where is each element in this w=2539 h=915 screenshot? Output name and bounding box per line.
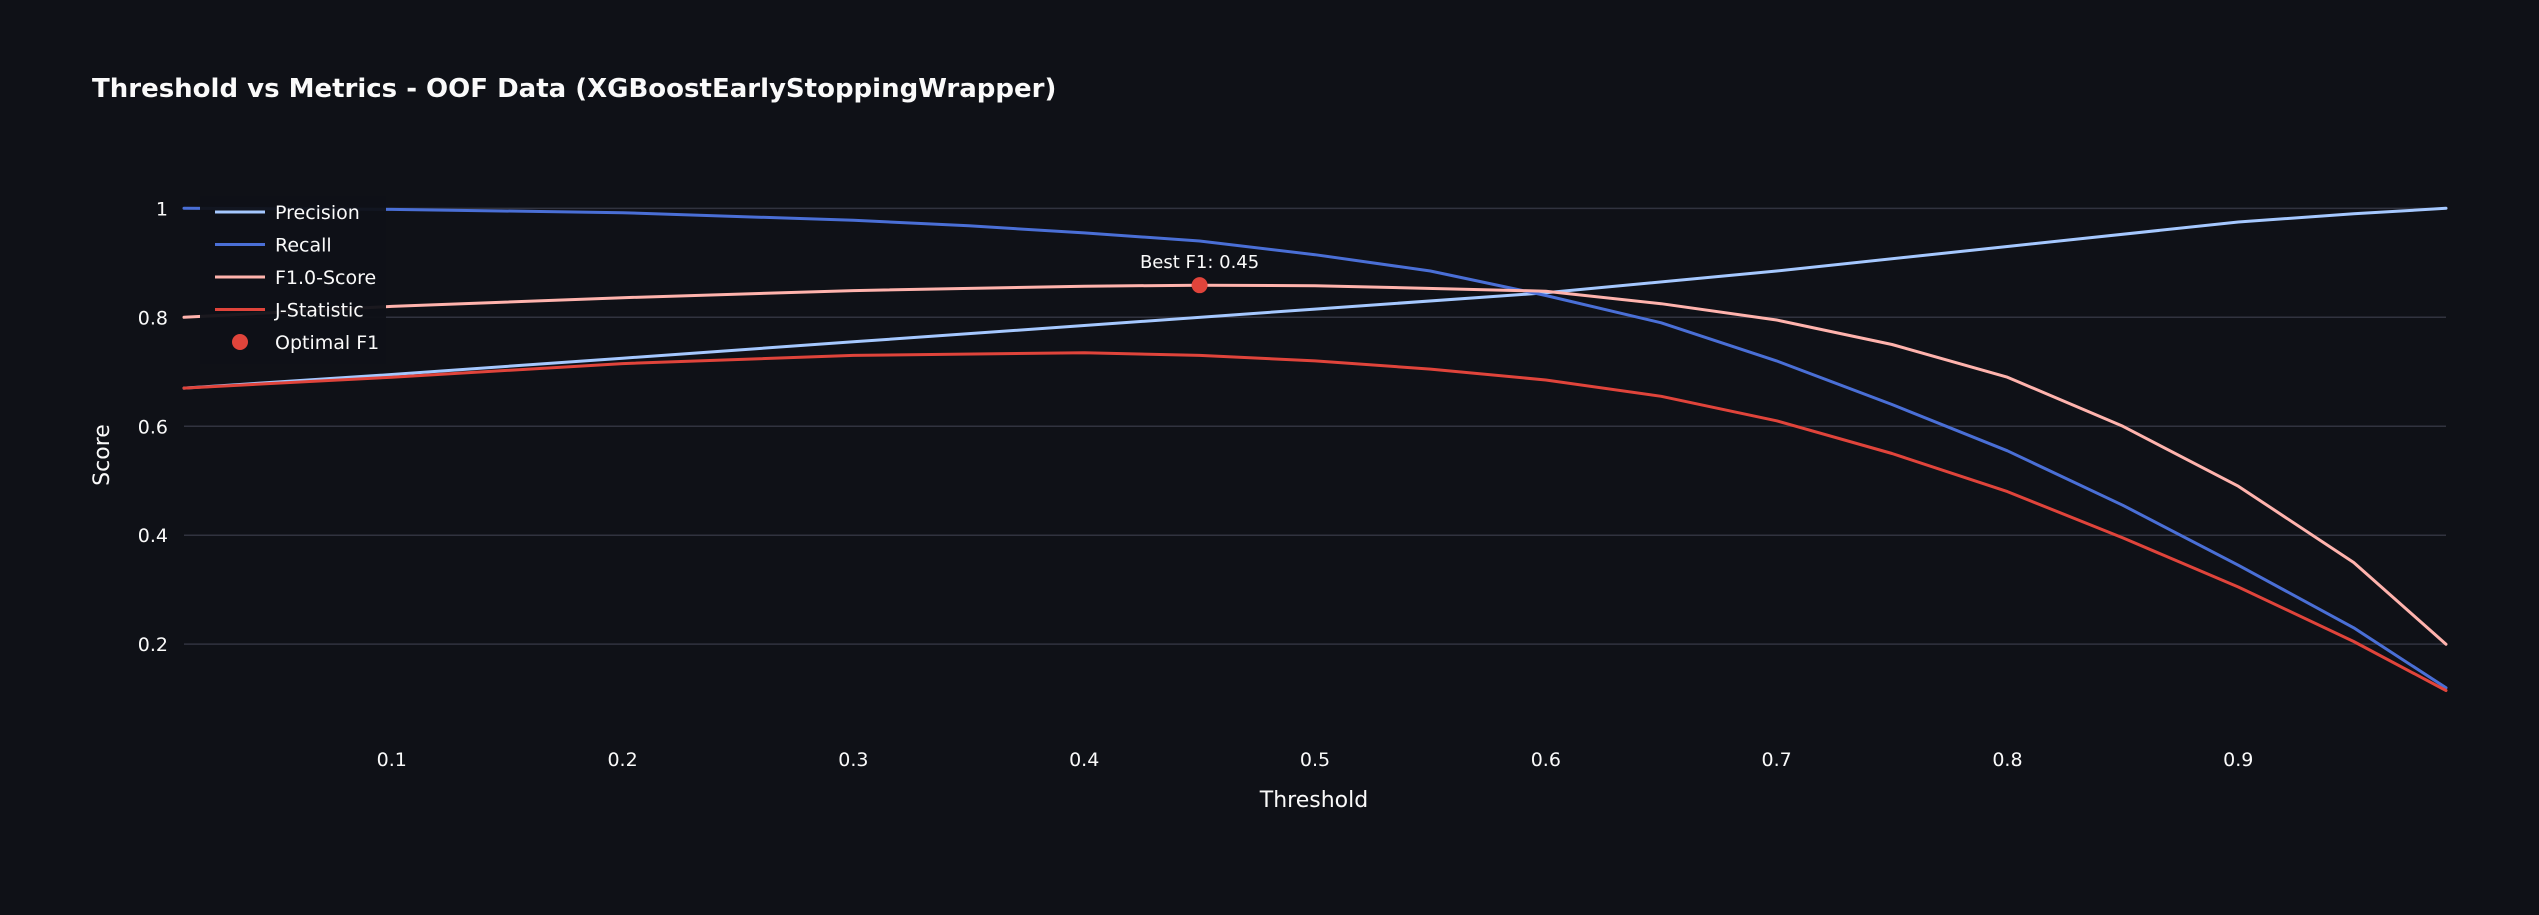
gridlines — [184, 207, 2446, 645]
x-tick-label: 0.9 — [2223, 749, 2253, 771]
x-tick-label: 0.5 — [1300, 749, 1330, 771]
x-tick-label: 0.2 — [607, 749, 637, 771]
legend-item-f1-0-score[interactable]: F1.0-Score — [215, 267, 376, 289]
series-line-recall — [182, 206, 2448, 690]
y-axis-title: Score — [90, 424, 115, 486]
x-tick-label: 0.1 — [377, 749, 407, 771]
y-tick-label: 0.6 — [138, 416, 168, 438]
chart-title: Threshold vs Metrics - OOF Data (XGBoost… — [92, 74, 1056, 104]
x-tick-label: 0.7 — [1762, 749, 1792, 771]
x-tick-label: 0.8 — [1992, 749, 2022, 771]
optimal-marker-layer: Best F1: 0.45 — [1140, 252, 1259, 294]
y-tick-label: 0.4 — [138, 525, 168, 547]
legend-label: J-Statistic — [274, 300, 364, 322]
y-tick-label: 1 — [156, 198, 168, 220]
y-tick-label: 0.8 — [138, 307, 168, 329]
legend-item-precision[interactable]: Precision — [215, 202, 360, 224]
legend-label: Recall — [275, 235, 332, 257]
series-line-precision — [182, 206, 2448, 390]
y-tick-labels: 0.2 0.4 0.6 0.8 1 — [138, 198, 168, 656]
series-line-j-statistic — [182, 351, 2448, 692]
optimal-f1-marker[interactable] — [1191, 277, 1208, 294]
y-tick-label: 0.2 — [138, 634, 168, 656]
legend-item-j-statistic[interactable]: J-Statistic — [215, 300, 364, 322]
x-tick-label: 0.3 — [838, 749, 868, 771]
legend[interactable]: Precision Recall F1.0-Score J-Statistic Opti… — [200, 196, 386, 364]
x-tick-label: 0.6 — [1531, 749, 1561, 771]
x-axis-title: Threshold — [1259, 788, 1368, 813]
legend-background — [200, 196, 386, 364]
series-line-f1-0-score — [182, 283, 2448, 646]
series-lines — [182, 206, 2448, 692]
legend-swatch — [232, 334, 248, 350]
x-tick-label: 0.4 — [1069, 749, 1099, 771]
legend-label: Optimal F1 — [275, 332, 379, 354]
legend-label: Precision — [275, 202, 360, 224]
legend-label: F1.0-Score — [275, 267, 376, 289]
x-tick-labels: 0.1 0.2 0.3 0.4 0.5 0.6 0.7 0.8 0.9 — [377, 749, 2254, 771]
best-f1-annotation: Best F1: 0.45 — [1140, 252, 1259, 273]
legend-item-optimal-f1[interactable]: Optimal F1 — [232, 332, 379, 354]
legend-item-recall[interactable]: Recall — [215, 235, 332, 257]
